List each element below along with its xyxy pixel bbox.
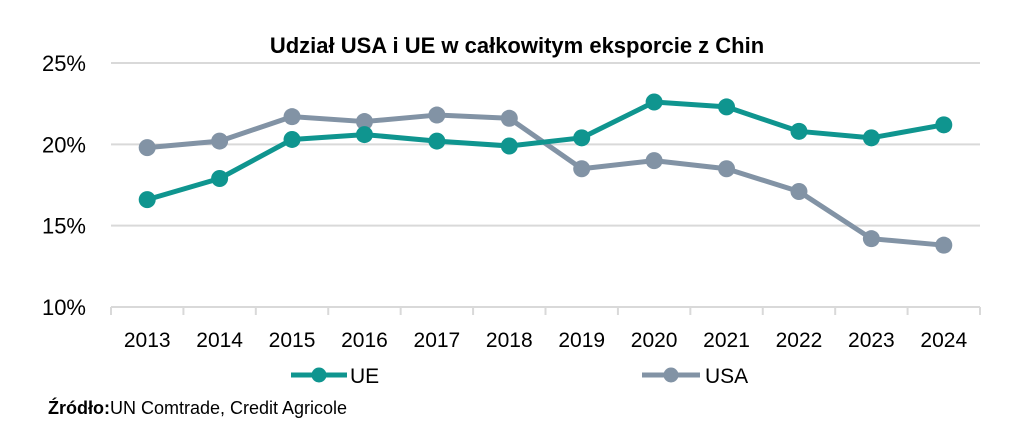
y-axis-ticks: 10% 15% 20% 25% (42, 51, 86, 320)
data-point-marker (428, 106, 446, 124)
data-point-marker (862, 129, 880, 147)
data-point-marker (211, 132, 229, 150)
y-tick-label: 10% (42, 295, 86, 320)
data-point-marker (790, 122, 808, 140)
data-point-marker (718, 160, 736, 178)
data-point-marker (862, 230, 880, 248)
x-tick-label: 2023 (848, 329, 895, 352)
x-axis: 2013 2014 2015 2016 2017 2018 2019 2020 2021 2022… (110, 306, 981, 352)
data-point-marker (211, 169, 229, 187)
source-label: Źródło: (48, 398, 110, 418)
x-tick-label: 2013 (124, 329, 171, 352)
y-tick-label: 20% (42, 132, 86, 157)
legend-item-usa: USA (642, 365, 748, 388)
legend-item-ue: UE (291, 365, 379, 388)
legend-label: UE (350, 365, 379, 388)
data-point-marker (283, 130, 301, 148)
x-tick-label: 2016 (341, 329, 388, 352)
x-tick-label: 2022 (776, 329, 823, 352)
x-tick-label: 2019 (558, 329, 605, 352)
x-tick-label: 2018 (486, 329, 533, 352)
x-tick-label: 2020 (631, 329, 678, 352)
data-point-marker (283, 108, 301, 126)
data-point-marker (645, 152, 663, 170)
source-text: UN Comtrade, Credit Agricole (109, 398, 348, 418)
y-tick-label: 15% (42, 214, 86, 239)
data-point-marker (935, 236, 953, 254)
legend: UE USA (291, 365, 748, 388)
legend-marker-icon (663, 367, 679, 383)
data-point-marker (645, 93, 663, 111)
data-point-marker (138, 139, 156, 157)
legend-marker-icon (311, 367, 327, 383)
series-line (146, 99, 945, 203)
x-tick-label: 2021 (703, 329, 750, 352)
x-tick-label: 2014 (196, 329, 243, 352)
series-ue (138, 93, 953, 209)
data-point-marker (573, 129, 591, 147)
data-point-marker (790, 183, 808, 201)
chart-title: Udział USA i UE w całkowitym eksporcie z… (270, 33, 764, 58)
data-point-marker (355, 126, 373, 144)
x-tick-label: 2024 (920, 329, 967, 352)
data-series (138, 93, 953, 254)
legend-label: USA (705, 365, 748, 388)
series-usa (138, 106, 953, 254)
x-tick-label: 2017 (414, 329, 461, 352)
data-point-marker (718, 98, 736, 116)
data-point-marker (573, 160, 591, 178)
source-note: Źródło:UN Comtrade, Credit Agricole (48, 398, 347, 419)
data-point-marker (500, 109, 518, 127)
y-tick-label: 25% (42, 51, 86, 76)
data-point-marker (138, 191, 156, 209)
line-chart: Udział USA i UE w całkowitym eksporcie z… (42, 33, 981, 388)
data-point-marker (500, 137, 518, 155)
data-point-marker (355, 113, 373, 131)
data-point-marker (428, 132, 446, 150)
x-tick-label: 2015 (269, 329, 316, 352)
data-point-marker (935, 116, 953, 134)
